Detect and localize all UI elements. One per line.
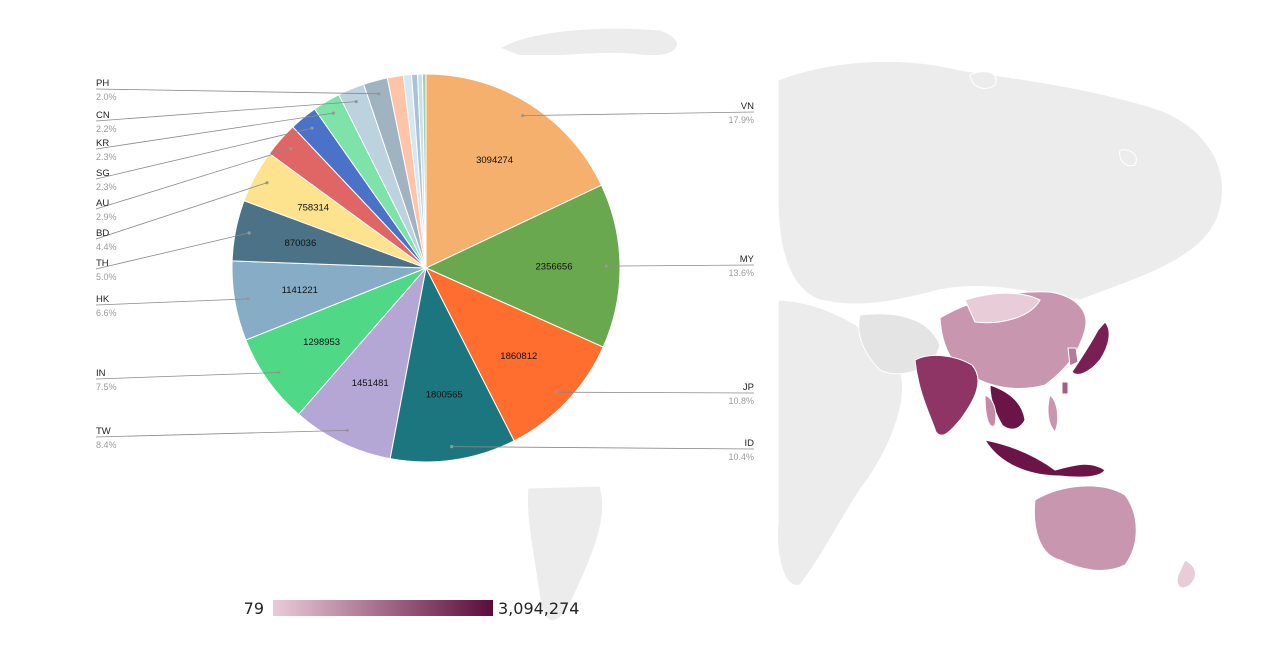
pie-value-label: 1141221 <box>282 285 318 296</box>
callout-line <box>95 182 268 240</box>
world-map <box>498 27 1224 622</box>
callout-dot <box>289 147 293 151</box>
callout-percent: 8.4% <box>96 440 117 450</box>
callout-line <box>95 148 291 210</box>
callout-label: MY <box>740 254 755 265</box>
map-land-south-america <box>526 485 604 622</box>
pie-value-label: 2356656 <box>536 262 573 273</box>
callout-label: SG <box>96 168 110 179</box>
callout-label: TH <box>96 258 109 269</box>
callout-dot <box>265 181 269 185</box>
pie-slice-tw <box>297 266 427 460</box>
callout-label: IN <box>96 368 106 379</box>
callout-line <box>95 127 313 180</box>
pie-value-label: 1860812 <box>500 351 537 362</box>
map-indonesia-malaysia <box>983 439 1106 478</box>
color-scale-max: 3,094,274 <box>498 599 579 618</box>
map-australia <box>1033 485 1137 571</box>
pie-slice-vn <box>425 73 603 269</box>
callout-label: BD <box>96 228 109 239</box>
callout-percent: 2.3% <box>96 152 117 162</box>
callout-line <box>522 111 755 116</box>
map-land-north-america <box>498 27 678 57</box>
pie-chart: 3094274 2356656 1860812 1800565 1451481 12989… <box>231 73 621 463</box>
callout-line <box>95 101 357 122</box>
callout-line <box>95 372 279 380</box>
callout-label: AU <box>96 198 109 209</box>
callout-label: JP <box>743 382 754 393</box>
callout-percent: 17.9% <box>728 115 754 125</box>
map-taiwan <box>1061 381 1069 395</box>
callout-percent: 2.0% <box>96 92 117 102</box>
callout-percent: 10.8% <box>728 396 754 406</box>
map-thailand <box>984 394 997 427</box>
callout-percent: 4.4% <box>96 242 117 252</box>
callout-percent: 6.6% <box>96 308 117 318</box>
pie-value-label: 1298953 <box>303 337 340 348</box>
color-scale-bar <box>273 600 493 616</box>
callout-label: CN <box>96 110 110 121</box>
pie-value-label: 758314 <box>297 202 329 213</box>
callout-label: ID <box>745 438 755 449</box>
callout-line <box>95 298 249 306</box>
map-philippines <box>1047 394 1059 433</box>
callout-label: HK <box>96 294 110 305</box>
callout-line <box>95 88 379 95</box>
pie-value-label: 870036 <box>285 238 317 249</box>
callout-percent: 2.9% <box>96 212 117 222</box>
pie-value-label: 1451481 <box>352 378 389 389</box>
map-new-zealand <box>1176 559 1196 589</box>
pie-callouts: VN 17.9% MY 13.6% JP 10.8% ID 10.4% TW 8.4% IN 7.5%… <box>95 78 755 462</box>
pie-slice-other-18 <box>421 73 427 269</box>
callout-line <box>451 446 755 450</box>
map-india <box>914 354 979 436</box>
callout-line <box>95 430 348 438</box>
pie-value-label: 3094274 <box>476 155 513 166</box>
map-land-europe-asia <box>777 60 1224 305</box>
callout-label: KR <box>96 138 109 149</box>
pie-slice-id <box>389 266 515 463</box>
callout-label: VN <box>741 101 754 112</box>
callout-percent: 2.3% <box>96 182 117 192</box>
map-land-greenland-islands <box>969 71 1137 167</box>
callout-label: PH <box>96 78 109 89</box>
pie-value-label: 1800565 <box>426 390 463 401</box>
callout-percent: 10.4% <box>728 452 754 462</box>
callout-percent: 13.6% <box>728 268 754 278</box>
color-scale-min: 79 <box>244 599 264 618</box>
callout-line <box>556 391 755 394</box>
callout-label: TW <box>96 426 111 437</box>
callout-percent: 5.0% <box>96 272 117 282</box>
callout-line <box>606 264 755 267</box>
callout-percent: 2.2% <box>96 124 117 134</box>
map-mongolia-region <box>964 292 1041 324</box>
map-korea <box>1067 347 1079 367</box>
callout-line <box>95 112 334 150</box>
color-scale-legend: 79 3,094,274 <box>244 599 580 618</box>
pie-slice-jp <box>424 266 604 442</box>
map-japan <box>1071 321 1110 375</box>
callout-line <box>95 232 250 270</box>
callout-percent: 7.5% <box>96 382 117 392</box>
